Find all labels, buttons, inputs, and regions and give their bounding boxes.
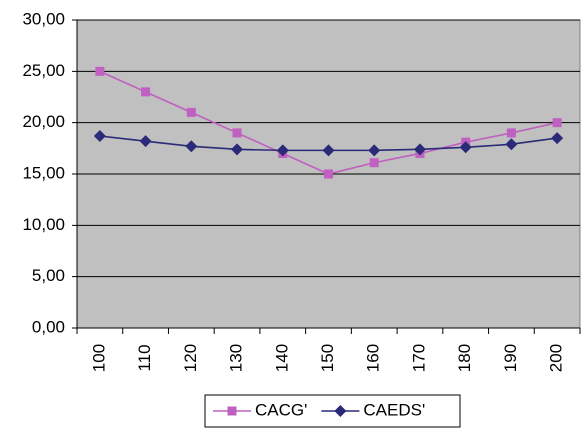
data-point — [369, 158, 379, 168]
data-point — [368, 144, 381, 157]
y-tick-label: 20,00 — [22, 112, 65, 131]
data-point — [506, 128, 516, 138]
data-point — [186, 107, 196, 117]
data-point — [93, 130, 106, 143]
x-tick-label: 100 — [89, 344, 108, 372]
data-point — [505, 138, 518, 151]
x-tick-label: 170 — [409, 344, 428, 372]
data-point — [185, 140, 198, 153]
data-point — [552, 118, 562, 128]
data-point — [324, 169, 333, 179]
data-point — [141, 87, 151, 97]
legend-marker — [227, 406, 237, 416]
x-tick-label: 120 — [181, 344, 200, 372]
data-point — [139, 135, 152, 148]
y-tick-label: 5,00 — [32, 266, 65, 285]
y-tick-label: 30,00 — [22, 9, 65, 28]
x-tick-label: 160 — [364, 344, 383, 372]
data-point — [232, 128, 242, 138]
x-tick-label: 180 — [455, 344, 474, 372]
data-point — [276, 144, 289, 157]
x-tick-label: 150 — [318, 344, 337, 372]
legend-label: CACG' — [255, 400, 307, 419]
y-tick-label: 10,00 — [22, 215, 65, 234]
data-point — [95, 66, 105, 76]
legend-marker — [334, 405, 347, 417]
x-tick-label: 190 — [501, 344, 520, 372]
legend-label: CAEDS' — [363, 400, 425, 419]
data-point — [322, 144, 335, 157]
data-point — [231, 143, 244, 156]
x-tick-label: 130 — [227, 344, 246, 372]
x-tick-label: 110 — [135, 344, 154, 371]
data-point — [413, 143, 426, 156]
y-tick-label: 25,00 — [22, 61, 65, 80]
y-tick-label: 0,00 — [32, 317, 65, 336]
x-tick-label: 200 — [547, 344, 566, 372]
data-point — [459, 141, 472, 154]
data-point — [551, 132, 564, 145]
x-tick-label: 140 — [272, 344, 291, 372]
y-tick-label: 15,00 — [22, 163, 65, 182]
